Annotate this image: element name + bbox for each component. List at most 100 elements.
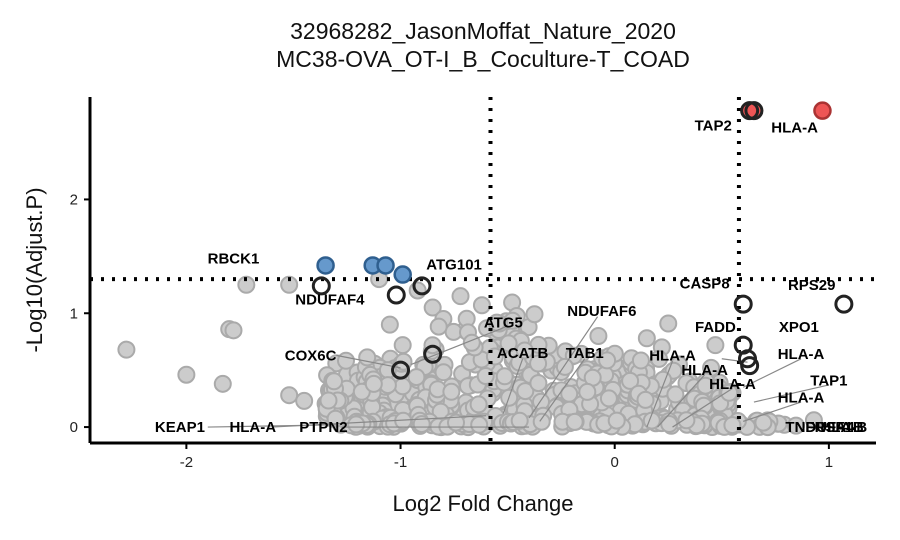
point-up	[813, 101, 832, 120]
leader-line	[207, 424, 337, 428]
y-tick-label: 2	[70, 191, 78, 208]
point-ns-cloud	[516, 382, 535, 401]
point-ns-cloud	[631, 351, 650, 370]
point-ns	[451, 287, 470, 306]
point-ns	[472, 296, 491, 315]
point-ns-cloud	[469, 395, 488, 414]
y-axis-label: -Log10(Adjust.P)	[22, 187, 47, 352]
point-ns	[408, 281, 427, 300]
gene-label: CASP8	[680, 276, 730, 293]
point-ns-cloud	[720, 383, 739, 402]
gene-label: HLA-A	[709, 376, 756, 393]
leader-line	[672, 387, 733, 428]
point-highlight	[740, 356, 760, 376]
point-ns-cloud	[787, 416, 805, 435]
point-ns-cloud	[666, 385, 685, 404]
point-ns-cloud	[347, 415, 366, 434]
point-ns-cloud	[434, 363, 453, 382]
point-ns-cloud	[442, 382, 461, 401]
gene-label: HLA-B	[821, 419, 868, 436]
gene-label: TAB1	[566, 345, 604, 362]
point-ns	[659, 314, 678, 333]
gene-label: HLA-A	[229, 419, 276, 436]
point-ns	[224, 321, 243, 340]
point-ns-cloud	[532, 412, 551, 431]
gene-label: RPS29	[788, 277, 836, 294]
x-tick-label: 1	[825, 454, 833, 471]
point-ns-cloud	[529, 374, 548, 393]
point-ns-cloud	[598, 351, 617, 370]
point-ns-cloud	[495, 367, 514, 386]
gene-label: HLA-A	[649, 347, 696, 364]
point-ns-cloud	[529, 354, 548, 373]
gene-label: PTPN2	[299, 419, 347, 436]
point-ns-cloud	[325, 372, 343, 391]
axes: -2 -1 0 1 0 1 2	[70, 97, 876, 471]
point-ns-cloud	[677, 411, 696, 430]
gene-label: NDUFA4	[795, 419, 856, 436]
point-ns	[380, 315, 399, 334]
point-ns-cloud	[723, 416, 742, 435]
point-ns	[177, 365, 196, 384]
x-axis-label: Log2 Fold Change	[392, 491, 573, 516]
y-tick-label: 1	[70, 305, 78, 322]
point-ns	[706, 336, 725, 355]
point-highlight	[386, 285, 406, 305]
gene-label: FADD	[695, 319, 736, 336]
gene-label: HLA-A	[771, 120, 818, 137]
label-leader-lines	[207, 316, 830, 428]
x-tick-label: -1	[394, 454, 407, 471]
point-highlight	[423, 344, 443, 364]
point-ns	[423, 298, 442, 317]
chart-subtitle: MC38-OVA_OT-I_B_Coculture-T_COAD	[276, 46, 690, 72]
point-ns-cloud	[565, 412, 584, 431]
point-ns	[393, 336, 412, 355]
point-ns-cloud	[364, 374, 383, 393]
point-ns-cloud	[621, 371, 640, 390]
significant-points-layer	[311, 101, 854, 380]
point-ns-cloud	[510, 411, 529, 430]
point-ns	[213, 374, 232, 393]
point-ns	[237, 275, 256, 294]
point-ns-cloud	[326, 409, 345, 428]
point-ns	[637, 329, 656, 348]
gene-label: NDUFAF4	[295, 292, 365, 309]
point-ns-cloud	[525, 305, 544, 324]
y-tick-label: 0	[70, 419, 78, 436]
gene-label: XPO1	[779, 319, 819, 336]
gene-label: HLA-A	[778, 389, 825, 406]
leader-line	[528, 316, 599, 419]
chart-title: 32968282_JasonMoffat_Nature_2020	[290, 18, 676, 44]
gene-label: TNFRSF1B	[785, 419, 864, 436]
point-ns-cloud	[358, 348, 377, 367]
point-ns-cloud	[319, 391, 338, 410]
point-ns-cloud	[476, 367, 495, 385]
leader-line	[336, 354, 401, 369]
point-ns-cloud	[470, 415, 489, 434]
gene-label: HLA-A	[681, 362, 728, 379]
gene-label: COX6C	[285, 347, 337, 364]
gene-label: TAP2	[695, 117, 732, 134]
point-down	[393, 265, 412, 284]
x-tick-label: 0	[611, 454, 619, 471]
gene-label: HLA-A	[778, 346, 825, 363]
leader-line	[502, 358, 524, 414]
leader-line	[742, 358, 802, 388]
point-down	[316, 256, 335, 275]
point-highlight	[834, 294, 854, 314]
point-ns	[280, 386, 299, 405]
gene-label: KEAP1	[155, 419, 205, 436]
leader-line	[646, 360, 674, 428]
point-ns-cloud	[515, 341, 534, 360]
gene-label: TAP1	[810, 372, 847, 389]
ns-points-cloud	[316, 293, 805, 437]
x-tick-label: -2	[180, 454, 193, 471]
point-ns-cloud	[578, 382, 597, 401]
point-highlight	[733, 294, 753, 314]
point-ns-cloud	[660, 415, 679, 433]
leader-line	[657, 374, 706, 428]
point-down	[376, 256, 395, 275]
point-ns-cloud	[499, 334, 518, 353]
point-ns-cloud	[407, 368, 426, 387]
point-ns-cloud	[429, 317, 448, 336]
